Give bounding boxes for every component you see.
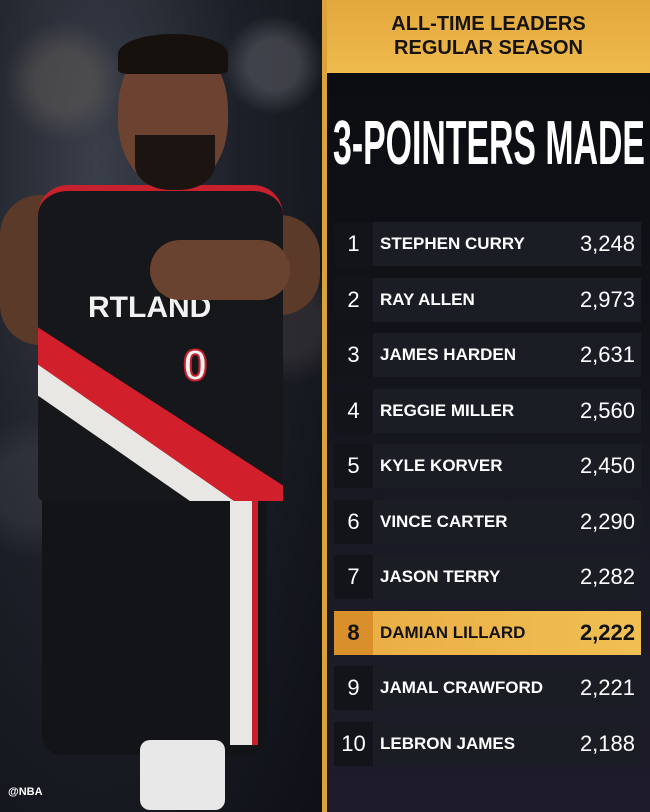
three-pointers-value: 2,450 [579, 453, 635, 478]
rank-number: 8 [334, 610, 373, 655]
player-photo: RTLAND 0 @NBA [0, 0, 322, 812]
rank-number: 4 [334, 388, 373, 433]
player-name: JAMAL CRAWFORD [380, 678, 544, 697]
three-pointers-value: 2,222 [579, 619, 635, 645]
three-pointers-value: 2,282 [579, 564, 635, 589]
player-jersey: RTLAND 0 [38, 185, 283, 501]
player-name: JASON TERRY [380, 567, 501, 586]
rank-number: 5 [334, 444, 373, 488]
leader-row: 9 JAMAL CRAWFORD 2,221 [334, 666, 641, 710]
three-pointers-value: 2,631 [579, 342, 635, 367]
player-name: VINCE CARTER [380, 511, 508, 531]
player-hair [118, 34, 228, 74]
rank-number: 6 [334, 499, 373, 544]
stat-title: 3-POINTERS MADE [333, 109, 645, 176]
header-line-2: REGULAR SEASON [394, 37, 583, 59]
player-beard [135, 135, 215, 190]
three-pointers-value: 2,973 [579, 286, 635, 312]
player-shorts [42, 495, 267, 755]
player-name: RAY ALLEN [380, 289, 475, 309]
player-leg [140, 740, 225, 810]
player-name: LEBRON JAMES [380, 733, 516, 753]
rank-number: 2 [334, 277, 373, 322]
three-pointers-value: 2,290 [579, 508, 635, 534]
leader-row: 5 KYLE KORVER 2,450 [334, 444, 641, 488]
three-pointers-value: 2,188 [579, 730, 635, 756]
shorts-stripe [230, 495, 258, 745]
rank-number: 3 [334, 333, 373, 377]
jersey-number: 0 [182, 340, 209, 391]
rank-number: 7 [334, 555, 373, 599]
player-name: REGGIE MILLER [380, 400, 515, 420]
player-name: JAMES HARDEN [380, 345, 517, 364]
header-line-1: ALL-TIME LEADERS [391, 13, 586, 35]
player-name: STEPHEN CURRY [380, 234, 525, 253]
leader-row: 3 JAMES HARDEN 2,631 [334, 333, 641, 377]
player-name: KYLE KORVER [380, 456, 503, 475]
header-banner: ALL-TIME LEADERS REGULAR SEASON [327, 0, 650, 73]
leader-row: 7 JASON TERRY 2,282 [334, 555, 641, 599]
jersey-white-stripe [38, 364, 234, 501]
leader-row: 2 RAY ALLEN 2,973 [334, 277, 641, 322]
leaders-panel: ALL-TIME LEADERS REGULAR SEASON 3-POINTE… [322, 0, 650, 812]
nba-watermark: @NBA [8, 786, 43, 798]
leader-row: 6 VINCE CARTER 2,290 [334, 499, 641, 544]
stat-title-text: 3-POINTERS MADE [333, 109, 645, 176]
three-pointers-value: 2,560 [579, 397, 635, 423]
three-pointers-value: 2,221 [579, 675, 635, 700]
leader-row: 10 LEBRON JAMES 2,188 [334, 721, 641, 766]
leader-row-highlighted: 8 DAMIAN LILLARD 2,222 [334, 610, 641, 655]
leaders-list: 1 STEPHEN CURRY 3,248 2 RAY ALLEN 2,973 3 JAMES… [334, 222, 641, 777]
leader-row: 1 STEPHEN CURRY 3,248 [334, 222, 641, 266]
rank-number: 10 [334, 721, 373, 766]
leader-row: 4 REGGIE MILLER 2,560 [334, 388, 641, 433]
three-pointers-value: 3,248 [579, 231, 635, 256]
player-name: DAMIAN LILLARD [380, 622, 526, 642]
player-hands [150, 240, 290, 300]
rank-number: 9 [334, 666, 373, 710]
rank-number: 1 [334, 222, 373, 266]
